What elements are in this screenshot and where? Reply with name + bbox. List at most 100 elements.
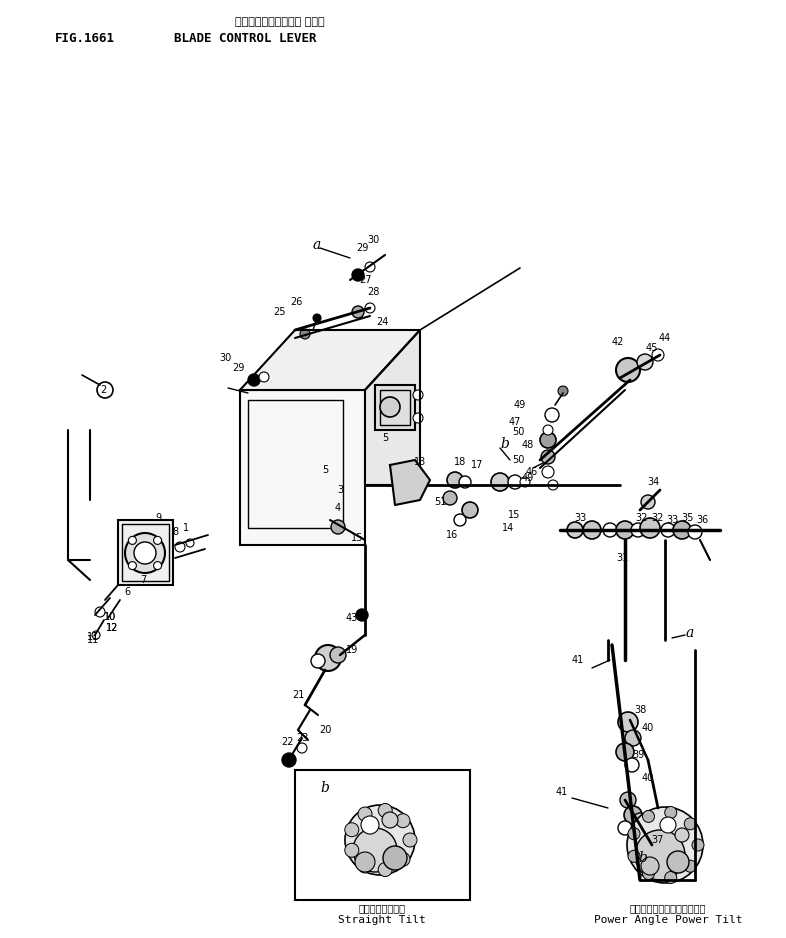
Circle shape xyxy=(378,804,392,817)
Circle shape xyxy=(641,857,659,875)
Circle shape xyxy=(625,730,641,746)
Text: 4: 4 xyxy=(335,503,341,513)
Circle shape xyxy=(628,850,640,862)
Text: 46: 46 xyxy=(526,467,538,477)
Text: 13: 13 xyxy=(414,457,426,467)
Text: 50: 50 xyxy=(512,455,524,465)
Circle shape xyxy=(685,860,696,872)
Text: 5: 5 xyxy=(382,433,388,443)
Circle shape xyxy=(491,473,509,491)
Text: Straight Tilt: Straight Tilt xyxy=(338,915,426,925)
Text: 9: 9 xyxy=(155,513,161,523)
Circle shape xyxy=(692,839,704,851)
Polygon shape xyxy=(365,330,420,485)
Text: 29: 29 xyxy=(356,243,368,253)
Text: 12: 12 xyxy=(106,623,118,633)
Circle shape xyxy=(628,827,640,840)
Circle shape xyxy=(633,813,647,827)
Polygon shape xyxy=(390,460,430,505)
Circle shape xyxy=(652,349,664,361)
Text: 30: 30 xyxy=(367,235,379,245)
Circle shape xyxy=(616,358,640,382)
Text: 1: 1 xyxy=(183,523,189,533)
Circle shape xyxy=(361,816,379,834)
Text: 40: 40 xyxy=(642,773,654,783)
Circle shape xyxy=(315,645,341,671)
Circle shape xyxy=(128,537,137,544)
Bar xyxy=(122,524,169,581)
Circle shape xyxy=(413,413,423,423)
Circle shape xyxy=(627,807,703,883)
Circle shape xyxy=(454,514,466,526)
Bar xyxy=(248,400,343,528)
Circle shape xyxy=(462,502,478,518)
Circle shape xyxy=(95,607,105,617)
Circle shape xyxy=(665,807,677,819)
Circle shape xyxy=(352,306,364,318)
Text: 33: 33 xyxy=(574,513,586,523)
Circle shape xyxy=(640,518,660,538)
Text: 20: 20 xyxy=(319,725,331,735)
Circle shape xyxy=(520,477,530,487)
Circle shape xyxy=(548,480,558,490)
Text: b: b xyxy=(638,851,648,865)
Circle shape xyxy=(403,833,417,847)
Circle shape xyxy=(459,476,471,488)
Text: 2: 2 xyxy=(100,385,106,395)
Circle shape xyxy=(542,466,554,478)
Circle shape xyxy=(618,712,638,732)
Circle shape xyxy=(153,562,162,569)
Circle shape xyxy=(259,372,269,382)
Circle shape xyxy=(248,374,260,386)
Text: 19: 19 xyxy=(346,645,358,655)
Text: 45: 45 xyxy=(646,343,658,353)
Text: 44: 44 xyxy=(659,333,671,343)
Circle shape xyxy=(688,525,702,539)
Text: 11: 11 xyxy=(87,635,99,645)
Circle shape xyxy=(685,818,696,830)
Circle shape xyxy=(378,863,392,876)
Circle shape xyxy=(624,806,642,824)
Circle shape xyxy=(153,537,162,544)
Circle shape xyxy=(616,743,634,761)
Circle shape xyxy=(620,792,636,808)
Text: 39: 39 xyxy=(632,750,644,760)
Circle shape xyxy=(380,397,400,417)
Circle shape xyxy=(508,475,522,489)
Text: 48: 48 xyxy=(522,440,534,450)
Text: 32: 32 xyxy=(636,513,648,523)
Text: 6: 6 xyxy=(124,587,130,597)
Circle shape xyxy=(331,520,345,534)
Text: 10: 10 xyxy=(104,612,116,622)
Text: a: a xyxy=(686,626,694,640)
Polygon shape xyxy=(240,330,420,390)
Circle shape xyxy=(603,523,617,537)
Text: FIG.1661: FIG.1661 xyxy=(55,32,115,44)
Text: 25: 25 xyxy=(274,307,286,317)
Circle shape xyxy=(660,817,676,833)
Text: 35: 35 xyxy=(681,513,694,523)
Circle shape xyxy=(313,314,321,322)
Text: 50: 50 xyxy=(512,427,524,437)
Circle shape xyxy=(661,523,675,537)
Circle shape xyxy=(673,521,691,539)
Text: 49: 49 xyxy=(514,400,526,410)
Circle shape xyxy=(365,303,375,313)
Circle shape xyxy=(413,390,423,400)
Text: 21: 21 xyxy=(292,690,304,700)
Text: 42: 42 xyxy=(612,337,624,347)
Text: 27: 27 xyxy=(358,275,371,285)
Text: 36: 36 xyxy=(696,515,708,525)
Text: 11: 11 xyxy=(87,632,99,642)
Text: b: b xyxy=(321,781,329,795)
Text: 31: 31 xyxy=(616,553,628,563)
Text: 26: 26 xyxy=(290,297,302,307)
Circle shape xyxy=(353,828,397,872)
Circle shape xyxy=(443,491,457,505)
Circle shape xyxy=(641,495,655,509)
Circle shape xyxy=(282,753,296,767)
Circle shape xyxy=(396,814,410,827)
Text: ブレードコントロール レバー: ブレードコントロール レバー xyxy=(235,17,325,27)
Circle shape xyxy=(382,812,398,828)
Circle shape xyxy=(125,533,165,573)
